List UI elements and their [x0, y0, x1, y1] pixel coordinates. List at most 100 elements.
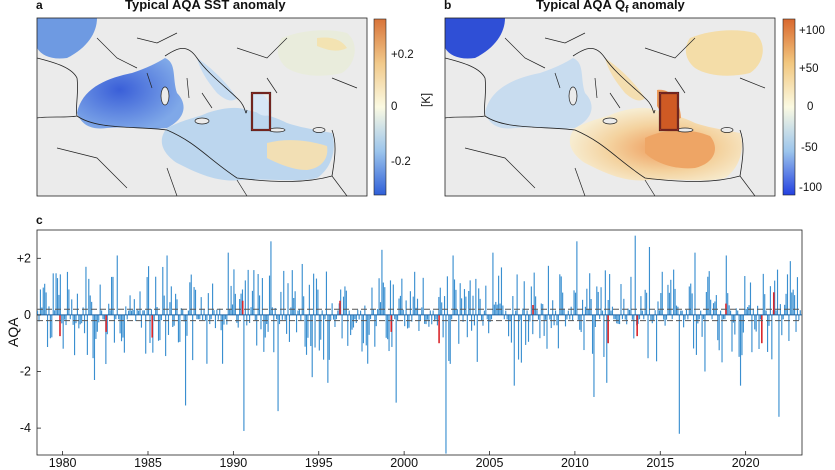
aqa-bar	[533, 272, 535, 315]
aqa-bar	[526, 310, 528, 315]
aqa-bar	[735, 308, 737, 315]
x-tick-label: 2005	[476, 456, 504, 470]
aqa-bar	[135, 314, 137, 322]
aqa-bar	[563, 308, 565, 315]
aqa-bar	[73, 314, 76, 356]
aqa-bar	[318, 314, 320, 351]
aqa-bar	[224, 314, 226, 320]
aqa-bar	[580, 314, 582, 333]
colorbar-a-tick-2: -0.2	[391, 156, 411, 168]
aqa-bar	[320, 314, 322, 340]
aqa-bar	[145, 314, 147, 354]
aqa-bar	[406, 314, 409, 329]
aqa-bar	[352, 314, 355, 328]
aqa-bar	[190, 274, 192, 315]
aqa-bar	[138, 310, 140, 315]
aqa-bar	[357, 309, 359, 315]
aqa-bar	[416, 298, 419, 315]
aqa-bar	[671, 314, 673, 320]
aqa-bar	[508, 314, 510, 337]
aqa-bar	[685, 309, 688, 315]
aqa-bar	[56, 278, 59, 315]
aqa-bar	[182, 309, 184, 315]
aqa-bar	[229, 309, 231, 315]
aqa-bar	[300, 314, 302, 321]
aqa-bar	[155, 276, 157, 315]
aqa-bar	[301, 263, 303, 315]
x-tick-label: 1995	[305, 456, 333, 470]
aqa-bar	[738, 314, 740, 357]
aqa-bar	[392, 284, 394, 315]
aqa-bar	[593, 314, 595, 397]
aqa-bar	[527, 314, 530, 342]
aqa-bar	[741, 314, 743, 356]
aqa-bar	[75, 314, 77, 324]
aqa-bar	[502, 305, 504, 315]
aqa-bar	[698, 314, 700, 320]
aqa-bar	[550, 314, 552, 329]
x-tick-label: 1985	[134, 456, 162, 470]
aqa-bar	[202, 314, 204, 321]
aqa-bar	[216, 309, 218, 315]
aqa-bar	[76, 293, 78, 315]
aqa-bar	[197, 314, 199, 320]
aqa-bar	[619, 314, 621, 325]
aqa-bar	[398, 298, 400, 315]
aqa-bar	[674, 288, 676, 315]
aqa-bar	[348, 310, 350, 315]
aqa-bar	[72, 314, 74, 325]
aqa-bar	[147, 266, 150, 315]
aqa-bar	[758, 314, 760, 349]
aqa-bar	[257, 274, 259, 315]
aqa-bar	[176, 299, 178, 315]
aqa-bar	[560, 276, 562, 315]
aqa-bar	[687, 314, 689, 320]
aqa-bar	[681, 310, 683, 315]
aqa-bar	[429, 310, 431, 315]
aqa-red-bar-7	[532, 305, 534, 315]
aqa-bar	[109, 310, 111, 315]
aqa-bar	[651, 314, 653, 324]
aqa-bar	[227, 252, 229, 315]
aqa-bar	[303, 296, 305, 315]
aqa-bar	[784, 304, 786, 315]
aqa-bar	[505, 310, 507, 315]
aqa-bar	[55, 273, 57, 315]
aqa-bar	[583, 314, 585, 351]
aqa-bar	[667, 284, 669, 315]
aqa-bar	[404, 314, 406, 327]
x-tick-label: 2015	[646, 456, 674, 470]
aqa-bar	[327, 314, 329, 383]
aqa-bar	[325, 271, 328, 315]
aqa-bar	[535, 296, 537, 315]
aqa-bar	[617, 314, 619, 324]
aqa-bar	[169, 302, 171, 315]
aqa-bar	[616, 314, 618, 324]
aqa-bar	[236, 314, 238, 323]
aqa-bar	[637, 314, 639, 324]
colorbar-a	[373, 18, 387, 196]
aqa-bar	[688, 286, 690, 315]
aqa-bar	[95, 314, 97, 339]
aqa-bar	[611, 306, 614, 315]
aqa-bar	[221, 314, 224, 364]
aqa-bar	[311, 314, 313, 378]
aqa-bar	[515, 310, 517, 315]
aqa-bar	[422, 277, 424, 315]
aqa-bar	[670, 279, 672, 315]
aqa-bar	[49, 314, 51, 339]
y-tick-label: -4	[20, 421, 31, 435]
aqa-bar	[206, 314, 208, 364]
aqa-bar	[378, 278, 380, 315]
aqa-bar	[69, 314, 71, 320]
aqa-bar	[110, 276, 113, 315]
aqa-bar	[567, 310, 569, 315]
aqa-bar	[54, 310, 56, 315]
aqa-bar	[496, 304, 498, 315]
aqa-bar	[673, 269, 675, 315]
aqa-bar	[313, 273, 315, 315]
aqa-bar	[247, 269, 249, 315]
aqa-bar	[446, 276, 448, 315]
aqa-bar	[434, 314, 436, 322]
